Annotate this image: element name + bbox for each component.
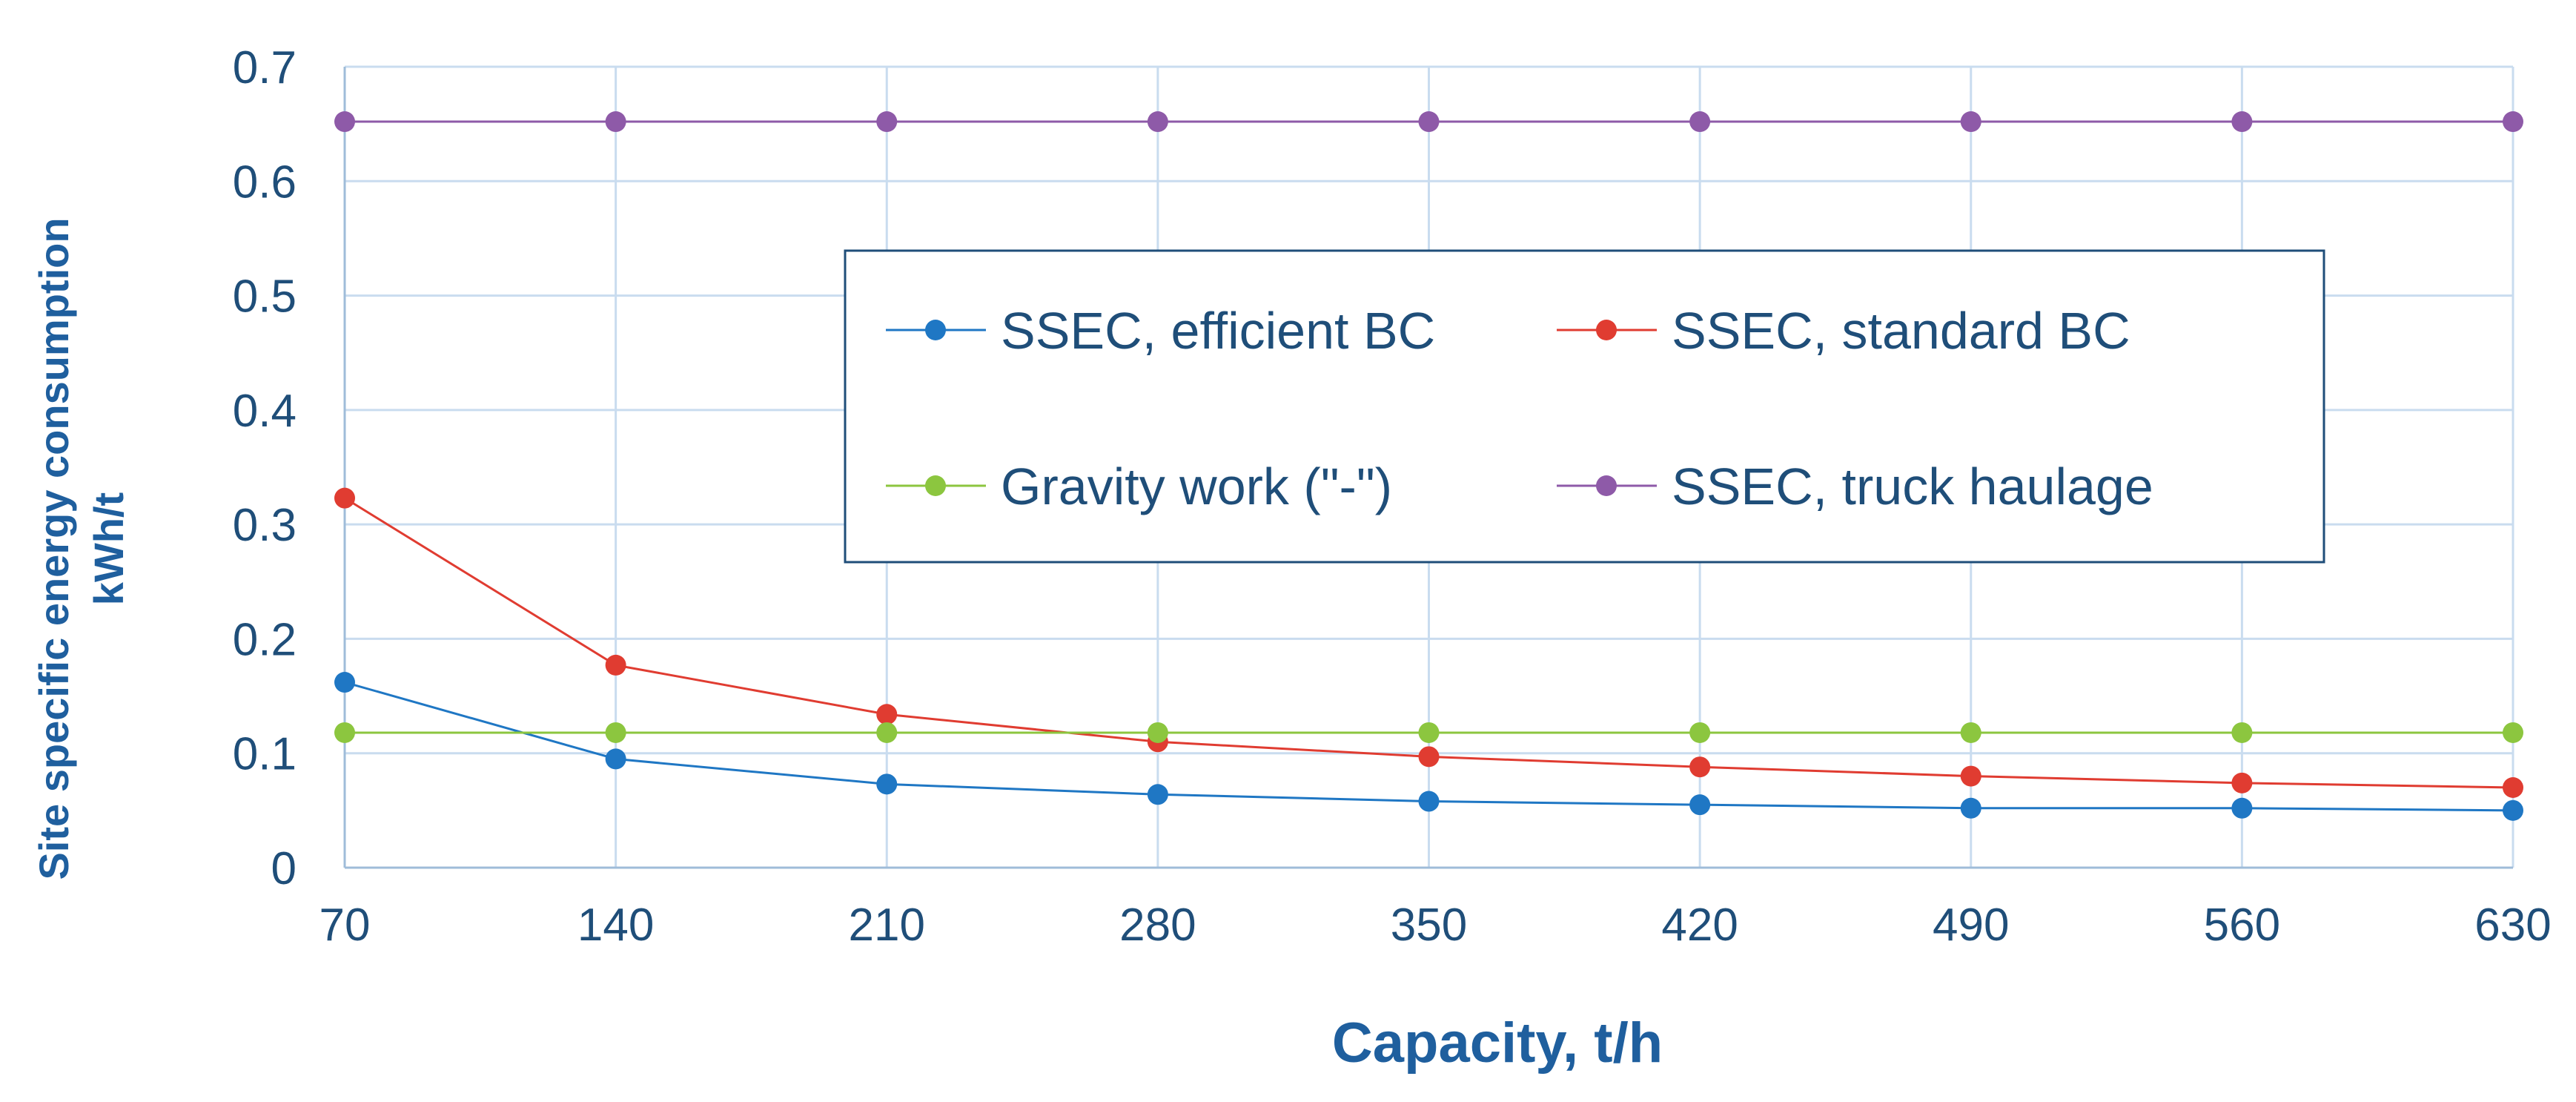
- x-tick-label: 490: [1933, 900, 2009, 951]
- legend-swatch-marker: [925, 320, 946, 340]
- data-point: [334, 111, 355, 133]
- data-point: [2503, 799, 2523, 821]
- y-axis-title-line1: Site specific energy consumption: [30, 217, 77, 880]
- data-point: [334, 672, 355, 693]
- x-tick-label: 280: [1119, 900, 1196, 951]
- legend-box: [844, 249, 2325, 564]
- y-tick-label: 0.5: [233, 271, 297, 323]
- x-tick-label: 350: [1391, 900, 1467, 951]
- x-tick-label: 70: [319, 900, 371, 951]
- data-point: [1689, 794, 1711, 816]
- x-tick-label: 560: [2204, 900, 2280, 951]
- labels: Capacity, t/h Site specific energy consu…: [30, 217, 1663, 1075]
- x-tick-label: 630: [2474, 900, 2551, 951]
- y-tick-label: 0.2: [233, 614, 297, 665]
- data-point: [2503, 111, 2523, 133]
- y-axis-title-line2: kWh/t: [85, 492, 132, 605]
- data-point: [334, 722, 355, 743]
- data-point: [1960, 797, 1981, 819]
- data-point: [2503, 722, 2523, 743]
- legend-label: SSEC, efficient BC: [1001, 302, 1435, 360]
- data-point: [876, 773, 898, 795]
- legend-label: Gravity work ("-"): [1001, 458, 1392, 515]
- y-tick-label: 0.7: [233, 42, 297, 93]
- data-point: [1689, 111, 1711, 133]
- data-point: [2231, 797, 2253, 819]
- legend-label: SSEC, truck haulage: [1672, 458, 2153, 515]
- y-tick-label: 0.1: [233, 729, 297, 780]
- data-point: [876, 722, 898, 743]
- data-point: [2231, 111, 2253, 133]
- data-point: [2231, 772, 2253, 793]
- data-point: [1960, 722, 1981, 743]
- legend-swatch-marker: [925, 475, 946, 496]
- data-point: [605, 654, 626, 676]
- data-point: [876, 704, 898, 725]
- data-point: [1418, 746, 1440, 768]
- x-axis-title: Capacity, t/h: [1332, 1012, 1663, 1075]
- legend-swatch-marker: [1596, 320, 1617, 340]
- data-point: [1147, 722, 1168, 743]
- x-tick-label: 420: [1661, 900, 1738, 951]
- x-tick-label: 140: [577, 900, 654, 951]
- data-point: [1418, 111, 1440, 133]
- series-group: [334, 487, 2523, 798]
- axes: 0 0.1 0.2 0.3 0.4 0.5 0.6 0.7 70 140 210 280 350 420 4…: [233, 42, 2552, 951]
- data-point: [2231, 722, 2253, 743]
- data-point: [605, 748, 626, 770]
- data-point: [1689, 722, 1711, 743]
- legend-swatch-marker: [1596, 475, 1617, 496]
- series-group: [334, 722, 2523, 743]
- data-point: [2503, 777, 2523, 798]
- x-tick-label: 210: [849, 900, 925, 951]
- data-point: [876, 111, 898, 133]
- data-point: [1418, 722, 1440, 743]
- series: [334, 111, 2523, 821]
- data-point: [605, 722, 626, 743]
- data-point: [1960, 111, 1981, 133]
- data-point: [1147, 784, 1168, 805]
- data-point: [605, 111, 626, 133]
- data-point: [1147, 111, 1168, 133]
- series-group: [334, 672, 2523, 821]
- data-point: [334, 487, 355, 509]
- y-tick-label: 0.3: [233, 500, 297, 551]
- legend: SSEC, efficient BC SSEC, standard BC Gravi…: [844, 249, 2325, 564]
- data-point: [1418, 791, 1440, 812]
- y-tick-label: 0.6: [233, 156, 297, 208]
- legend-label: SSEC, standard BC: [1672, 302, 2130, 360]
- data-point: [1689, 756, 1711, 778]
- y-tick-label: 0: [271, 843, 297, 894]
- series-group: [334, 111, 2523, 133]
- y-tick-label: 0.4: [233, 386, 297, 437]
- data-point: [1960, 765, 1981, 787]
